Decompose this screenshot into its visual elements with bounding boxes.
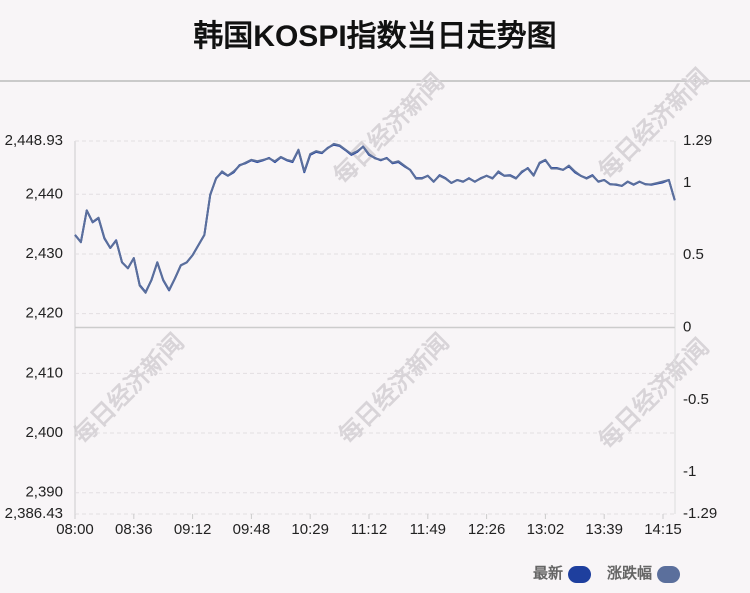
x-tick-label: 13:02: [527, 521, 565, 538]
y-tick-label: 2,390: [25, 484, 63, 501]
y2-tick-label: -1.29: [683, 505, 717, 522]
legend-label: 涨跌幅: [607, 564, 652, 582]
y-tick-label: 2,440: [25, 185, 63, 202]
x-tick-label: 13:39: [585, 521, 623, 538]
y-tick-label: 2,410: [25, 364, 63, 381]
y2-tick-label: 1: [683, 174, 691, 191]
y-tick-label: 2,420: [25, 305, 63, 322]
y2-tick-label: 0: [683, 318, 691, 335]
y2-tick-label: 0.5: [683, 246, 704, 263]
x-tick-label: 09:48: [233, 521, 271, 538]
chart-title: 韩国KOSPI指数当日走势图: [193, 20, 556, 53]
y-tick-label: 2,448.93: [5, 132, 63, 149]
legend-swatch: [568, 566, 592, 583]
y2-tick-label: 1.29: [683, 132, 712, 149]
y2-tick-label: -1: [683, 463, 696, 480]
x-tick-label: 11:12: [351, 521, 387, 538]
legend-label: 最新: [533, 564, 563, 582]
series-line: [74, 142, 676, 294]
x-tick-label: 08:00: [56, 521, 94, 538]
y-tick-label: 2,430: [25, 245, 63, 262]
x-tick-label: 11:49: [410, 521, 446, 538]
series-line: [74, 143, 676, 294]
x-tick-label: 08:36: [115, 521, 153, 538]
watermark: 每日经济新闻: [333, 328, 455, 450]
legend-swatch: [657, 566, 681, 583]
y-tick-label: 2,386.43: [5, 505, 63, 522]
y-tick-label: 2,400: [25, 424, 63, 441]
x-tick-label: 10:29: [291, 521, 329, 538]
x-tick-label: 14:15: [644, 521, 682, 538]
y2-tick-label: -0.5: [683, 391, 709, 408]
watermark: 每日经济新闻: [68, 328, 190, 450]
watermark: 每日经济新闻: [328, 68, 450, 190]
x-tick-label: 09:12: [174, 521, 212, 538]
x-tick-label: 12:26: [468, 521, 506, 538]
